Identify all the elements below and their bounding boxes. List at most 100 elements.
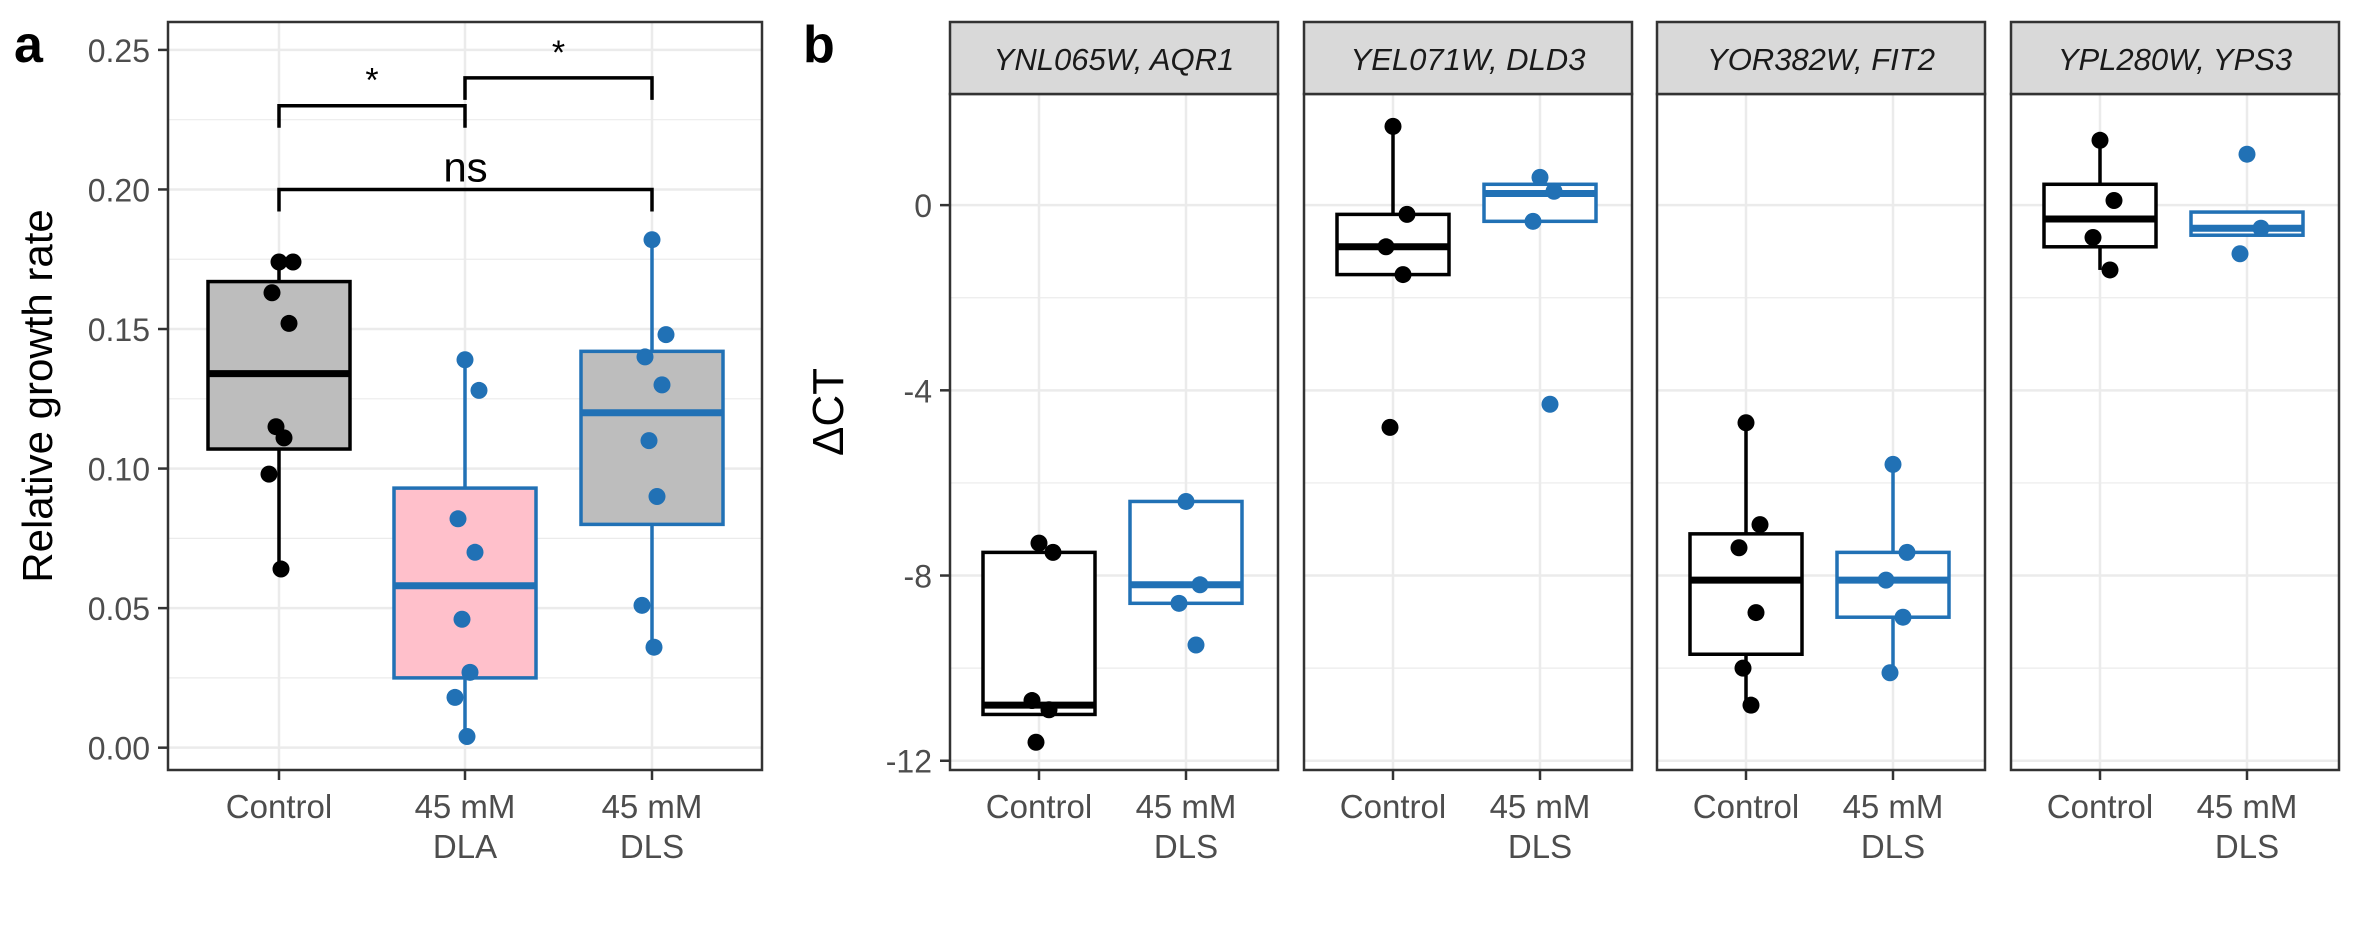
panel-a-group-2-point [645, 638, 663, 656]
panel-b-facet-3-group-0-point [2091, 131, 2109, 149]
panel-b-facet-0-x-tick-label: Control [986, 788, 1092, 825]
panel-a-y-axis-title: Relative growth rate [14, 209, 61, 583]
panel-a-y-tick-label: 0.00 [88, 731, 150, 767]
panel-b-facet-2-group-0-point [1742, 696, 1760, 714]
panel-b-facet-1-x-tick-label: Control [1340, 788, 1446, 825]
panel-a-significance-bracket [463, 76, 654, 100]
panel-a-x-tick-label: 45 mM [415, 788, 516, 825]
panel-b-y-tick-label: -4 [904, 373, 932, 409]
panel-b-facet-1-group-0-point [1381, 418, 1399, 436]
panel-a-group-1-point [458, 728, 476, 746]
panel-b-facet-0-group-1-point [1170, 594, 1188, 612]
panel-b-facet-2-group-1-point [1877, 571, 1895, 589]
panel-b-facet-0-strip-label: YNL065W, AQR1 [994, 42, 1235, 77]
panel-a-group-0-point [272, 560, 290, 578]
panel-b-facet-1-x-tick-label: 45 mM [1490, 788, 1591, 825]
panel-b-facet-2-group-0-point [1730, 539, 1748, 557]
panel-b-y-tick-label: -12 [886, 744, 932, 780]
panel-b-facet-0-strip [948, 20, 1280, 96]
panel-b-y-axis-title: ΔCT [804, 368, 853, 456]
panel-a-y-tick-label: 0.05 [88, 591, 150, 627]
panel-b-facet-2-group-0-point [1751, 516, 1769, 534]
panel-b-facet-0-group-0-point [1027, 733, 1045, 751]
panel-a-x-tick-label: 45 mM [602, 788, 703, 825]
panel-b-facet-0-group-0-point [1040, 701, 1058, 719]
panel-a-significance-label: ns [443, 143, 487, 190]
panel-b-facet-1-group-0-point [1384, 117, 1402, 135]
panel-a-significance-bracket [277, 187, 654, 212]
panel-b-facet-3-group-0-point [2105, 191, 2123, 209]
panel-b-facet-0-group-1-point [1187, 636, 1205, 654]
panel-b-facet-0-x-tick-label: DLS [1154, 828, 1218, 865]
panel-a-group-0-point [260, 465, 278, 483]
panel-a-group-2-point [657, 326, 675, 344]
panel-a-group-2-point [653, 376, 671, 394]
panel-a-group-0-point [270, 253, 288, 271]
panel-b-facet-1-group-1-box [1482, 182, 1598, 224]
panel-b-facet-3-x-tick-label: 45 mM [2197, 788, 2298, 825]
panel-a-growth-rate-chart: * * ns 0.00 0.05 0.10 0.15 0.20 0.25 Control 45 mM… [14, 20, 764, 865]
panel-b-facet-0-group-0-point [1030, 534, 1048, 552]
panel-a-significance-label: * [365, 62, 378, 100]
panel-a-group-1-point [456, 351, 474, 369]
panel-b-facet-1-strip-label: YEL071W, DLD3 [1351, 42, 1586, 77]
panel-a-group-2-point [636, 348, 654, 366]
panel-a-group-0-point [284, 253, 302, 271]
panel-a-group-1-point [449, 510, 467, 528]
panel-b-facet-3-group-1-point [2231, 245, 2249, 263]
panel-b-y-tick-label: 0 [914, 188, 932, 224]
panel-a-group-0-point [275, 429, 293, 447]
panel-a-y-tick-label: 0.20 [88, 172, 150, 208]
panel-a-significance-label: * [552, 34, 565, 72]
panel-b-facet-2-group-1-point [1898, 543, 1916, 561]
panel-b-facet-3-x-tick-label: DLS [2215, 828, 2279, 865]
panel-b-facet-1-strip [1302, 20, 1634, 96]
panel-b-facet-3-group-0-point [2084, 229, 2102, 247]
panel-a-x-tick-label: Control [226, 788, 332, 825]
panel-b-facet-2-x-tick-label: Control [1693, 788, 1799, 825]
panel-b-facet-3-x-tick-label: Control [2047, 788, 2153, 825]
panel-b-facet-2-group-1-point [1884, 455, 1902, 473]
panel-b-facet-1-group-1-point [1541, 395, 1559, 413]
panel-b-facet-0-group-0-box [981, 550, 1097, 717]
panel-b-facet-1-group-1-point [1545, 182, 1563, 200]
panel-b-facet-0-group-1-point [1191, 576, 1209, 594]
panel-a-group-1-point [453, 610, 471, 628]
panel-b-y-tick-label: -8 [904, 559, 932, 595]
panel-b-facet-0-group-0-point [1023, 692, 1041, 710]
panel-b-facet-0-group-0-point [1044, 543, 1062, 561]
panel-a-y-tick-label: 0.15 [88, 312, 150, 348]
panel-b-facet-2-group-0-point [1747, 604, 1765, 622]
panel-a-group-1-point [446, 688, 464, 706]
panel-a-group-1-point [466, 543, 484, 561]
panel-b-facet-2-strip [1655, 20, 1987, 96]
panel-b-facet-0-group-1-point [1177, 492, 1195, 510]
panel-b-facet-2-x-tick-label: 45 mM [1843, 788, 1944, 825]
panel-b-facet-0-x-tick-label: 45 mM [1136, 788, 1237, 825]
panel-label-b: b [803, 16, 835, 74]
panel-a-y-tick-label: 0.10 [88, 452, 150, 488]
panel-label-a: a [14, 16, 44, 74]
panel-b-facet-1-group-1-point [1531, 168, 1549, 186]
panel-a-x-tick-label: DLA [433, 828, 497, 865]
panel-b-facet-1-group-0-point [1394, 266, 1412, 284]
panel-a-group-2-point [648, 487, 666, 505]
panel-b-facet-2-group-0-point [1737, 414, 1755, 432]
panel-b-facet-1-x-tick-label: DLS [1508, 828, 1572, 865]
panel-a-group-2-point [640, 432, 658, 450]
panel-a-group-2-point [643, 231, 661, 249]
panel-a-group-0-point [280, 314, 298, 332]
panel-b-facet-2-plot-background [1657, 94, 1985, 770]
panel-b-facet-2-group-1-point [1881, 664, 1899, 682]
panel-b-facet-1-group-0-point [1398, 205, 1416, 223]
panel-b-facet-2-group-0-point [1734, 659, 1752, 677]
panel-b-facet-3-group-1-point [2252, 219, 2270, 237]
panel-b-facet-3-strip [2009, 20, 2341, 96]
panel-b-facet-3-strip-label: YPL280W, YPS3 [2058, 42, 2292, 77]
panel-a-group-1-point [461, 663, 479, 681]
panel-b-facet-1-group-0-point [1377, 238, 1395, 256]
panel-a-y-tick-label: 0.25 [88, 33, 150, 69]
panel-b-facet-1-group-1-point [1524, 212, 1542, 230]
